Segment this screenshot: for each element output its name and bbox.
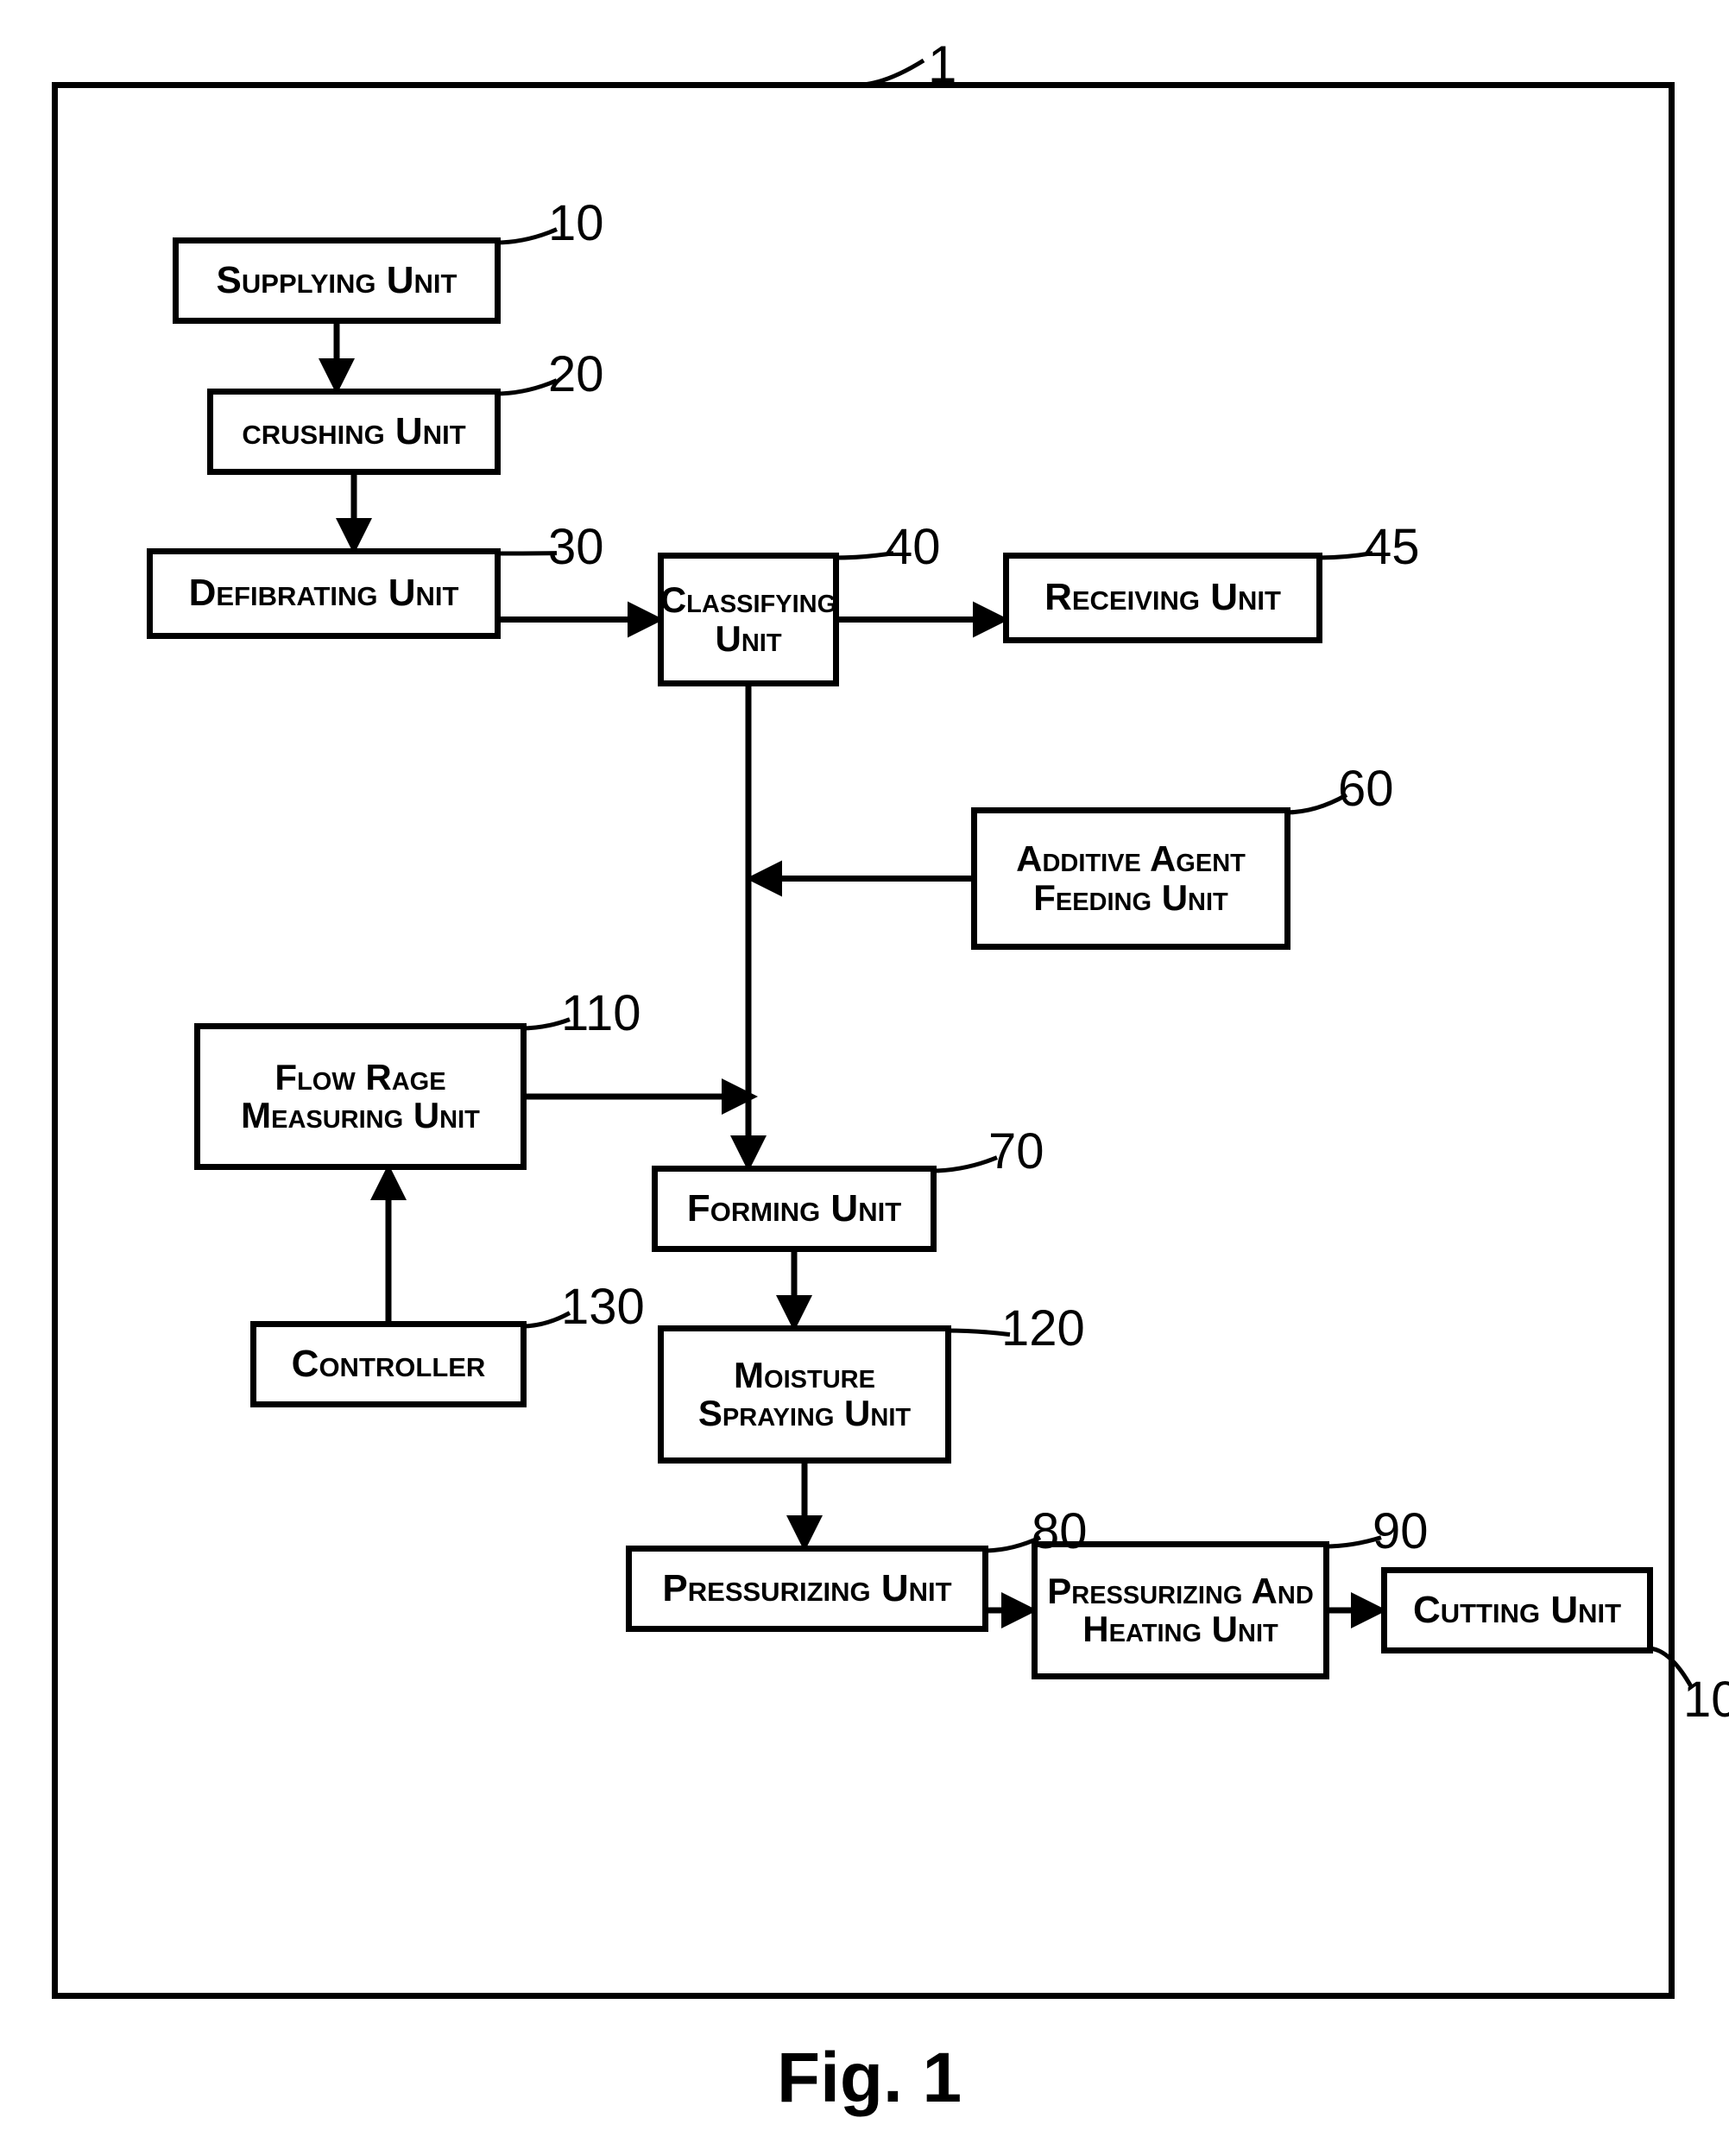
ref-pressurizing: 80 — [1032, 1502, 1088, 1560]
additive-box: Additive Agent Feeding Unit — [971, 807, 1290, 950]
ref-moisture: 120 — [1001, 1299, 1085, 1357]
system-label: 1 — [928, 35, 956, 94]
crushing-box: crushing Unit — [207, 389, 501, 475]
ref-pressheat: 90 — [1372, 1502, 1429, 1560]
classifying-box: Classifying Unit — [658, 553, 839, 686]
supplying-box: Supplying Unit — [173, 237, 501, 324]
cutting-box: Cutting Unit — [1381, 1567, 1653, 1653]
ref-defibrating: 30 — [548, 518, 604, 576]
controller-box: Controller — [250, 1321, 527, 1407]
leader-system — [863, 60, 924, 85]
ref-forming: 70 — [988, 1122, 1044, 1180]
figure-caption: Fig. 1 — [777, 2038, 962, 2119]
ref-crushing: 20 — [548, 345, 604, 403]
ref-classifying: 40 — [885, 518, 941, 576]
ref-flowrate: 110 — [561, 984, 640, 1042]
pressurizing-box: Pressurizing Unit — [626, 1546, 988, 1632]
pressheat-box: Pressurizing And Heating Unit — [1032, 1541, 1329, 1679]
flowrate-box: Flow Rage Measuring Unit — [194, 1023, 527, 1170]
ref-cutting: 100 — [1683, 1671, 1729, 1729]
defibrating-box: Defibrating Unit — [147, 548, 501, 639]
ref-additive: 60 — [1338, 760, 1394, 818]
ref-supplying: 10 — [548, 194, 604, 252]
forming-box: Forming Unit — [652, 1166, 937, 1252]
ref-controller: 130 — [561, 1278, 645, 1336]
ref-receiving: 45 — [1364, 518, 1420, 576]
moisture-box: Moisture Spraying Unit — [658, 1325, 951, 1464]
receiving-box: Receiving Unit — [1003, 553, 1322, 643]
